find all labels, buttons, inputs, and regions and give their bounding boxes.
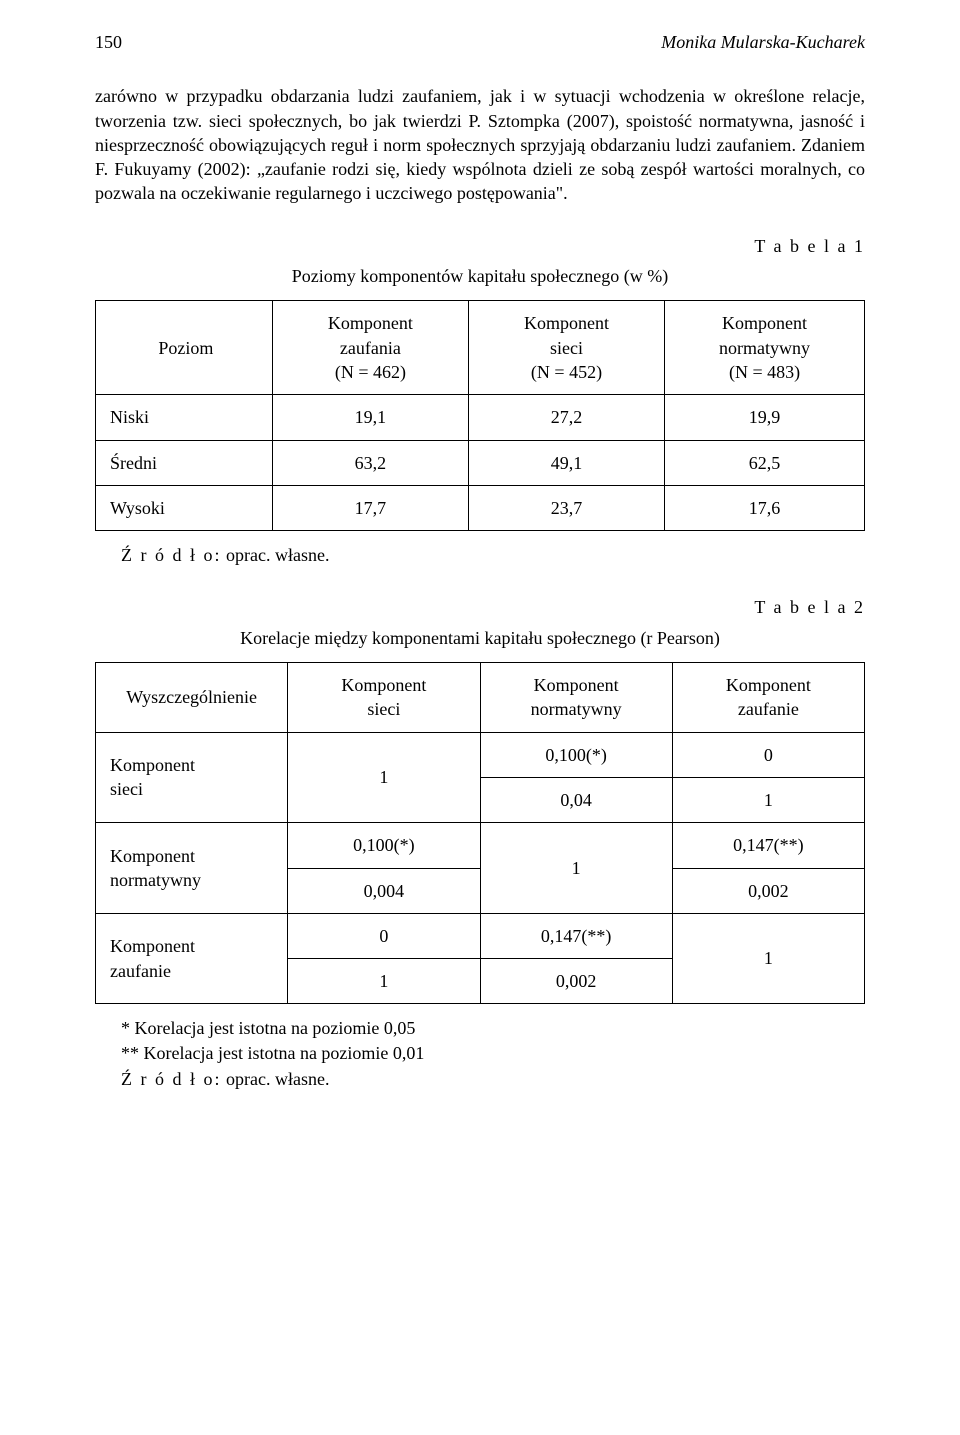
t2-source-spaced: Ź r ó d ł o: [121,1069,222,1089]
t2-r1-label-l1: Komponent [110,755,195,775]
t1-h-col2-l3: (N = 452) [531,362,602,382]
running-head: 150 Monika Mularska-Kucharek [95,30,865,54]
table1-header-row: Poziom Komponent zaufania (N = 462) Komp… [96,301,865,395]
table1-source: Ź r ó d ł o: oprac. własne. [121,543,865,567]
table-row: Komponent zaufanie 0 0,147(**) 1 [96,913,865,958]
t1-h-col2-l1: Komponent [524,313,609,333]
t2-r2-c3-top: 0,147(**) [672,823,864,868]
table-row: Średni 63,2 49,1 62,5 [96,440,865,485]
table1-label: T a b e l a 1 [95,234,865,258]
table-row: Wysoki 17,7 23,7 17,6 [96,485,865,530]
t1-r1-c2: 49,1 [468,440,664,485]
t1-r1-c3: 62,5 [665,440,865,485]
t2-r1-label: Komponent sieci [96,732,288,823]
t1-r0-c1: 19,1 [272,395,468,440]
t2-r3-label: Komponent zaufanie [96,913,288,1004]
t1-r2-c2: 23,7 [468,485,664,530]
t2-h-col1-l2: sieci [367,699,400,719]
t1-h-col0: Poziom [96,301,273,395]
t2-h-col2: Komponent normatywny [480,663,672,733]
t1-h-col3-l1: Komponent [722,313,807,333]
t1-source-spaced: Ź r ó d ł o: [121,545,222,565]
table2-source: Ź r ó d ł o: oprac. własne. [121,1067,865,1091]
t2-r3-label-l2: zaufanie [110,961,171,981]
table2-label: T a b e l a 2 [95,595,865,619]
t1-h-col3-l2: normatywny [719,338,810,358]
table1-title: Poziomy komponentów kapitału społecznego… [95,264,865,288]
t1-r1-c1: 63,2 [272,440,468,485]
t2-r3-c1-bot: 1 [288,959,480,1004]
t2-r1-c1: 1 [288,732,480,823]
t2-r3-c3: 1 [672,913,864,1004]
t1-r2-c1: 17,7 [272,485,468,530]
footnote-2: ** Korelacja jest istotna na poziomie 0,… [121,1041,865,1065]
t1-h-col1-l2: zaufania [340,338,401,358]
t1-h-col2-l2: sieci [550,338,583,358]
table-row: Niski 19,1 27,2 19,9 [96,395,865,440]
t2-h-col3: Komponent zaufanie [672,663,864,733]
t2-r1-c2-top: 0,100(*) [480,732,672,777]
footnote-1: * Korelacja jest istotna na poziomie 0,0… [121,1016,865,1040]
table2-header-row: Wyszczególnienie Komponent sieci Kompone… [96,663,865,733]
t2-r2-c1-bot: 0,004 [288,868,480,913]
body-paragraph: zarówno w przypadku obdarzania ludzi zau… [95,84,865,205]
t2-r2-label-l1: Komponent [110,846,195,866]
t2-h-col2-l1: Komponent [534,675,619,695]
t2-r2-c3-bot: 0,002 [672,868,864,913]
t1-h-col3: Komponent normatywny (N = 483) [665,301,865,395]
t1-r2-label: Wysoki [96,485,273,530]
t1-h-col1-l3: (N = 462) [335,362,406,382]
t1-r2-c3: 17,6 [665,485,865,530]
t2-r2-c2: 1 [480,823,672,914]
t1-h-col1: Komponent zaufania (N = 462) [272,301,468,395]
t1-r1-label: Średni [96,440,273,485]
t2-r3-c2-bot: 0,002 [480,959,672,1004]
t2-r2-label: Komponent normatywny [96,823,288,914]
t2-r1-c2-bot: 0,04 [480,777,672,822]
t2-r3-label-l1: Komponent [110,936,195,956]
page: 150 Monika Mularska-Kucharek zarówno w p… [0,0,960,1435]
t2-h-col0: Wyszczególnienie [96,663,288,733]
t2-r2-label-l2: normatywny [110,870,201,890]
table2: Wyszczególnienie Komponent sieci Kompone… [95,662,865,1004]
t2-r1-c3-bot: 1 [672,777,864,822]
t1-r0-c3: 19,9 [665,395,865,440]
page-number: 150 [95,30,122,54]
t1-r0-label: Niski [96,395,273,440]
table2-footnotes: * Korelacja jest istotna na poziomie 0,0… [121,1016,865,1065]
t1-h-col2: Komponent sieci (N = 452) [468,301,664,395]
t2-r3-c2-top: 0,147(**) [480,913,672,958]
table1: Poziom Komponent zaufania (N = 462) Komp… [95,300,865,531]
t2-h-col3-l2: zaufanie [738,699,799,719]
t2-r1-c3-top: 0 [672,732,864,777]
t2-r2-c1-top: 0,100(*) [288,823,480,868]
t1-h-col3-l3: (N = 483) [729,362,800,382]
t1-h-col1-l1: Komponent [328,313,413,333]
t1-r0-c2: 27,2 [468,395,664,440]
t2-h-col3-l1: Komponent [726,675,811,695]
t1-source-rest: oprac. własne. [222,545,330,565]
t2-source-rest: oprac. własne. [222,1069,330,1089]
table-row: Komponent sieci 1 0,100(*) 0 [96,732,865,777]
t2-r3-c1-top: 0 [288,913,480,958]
running-title: Monika Mularska-Kucharek [661,30,865,54]
t2-h-col1: Komponent sieci [288,663,480,733]
t2-h-col1-l1: Komponent [341,675,426,695]
t2-r1-label-l2: sieci [110,779,143,799]
table2-title: Korelacje między komponentami kapitału s… [95,626,865,650]
table-row: Komponent normatywny 0,100(*) 1 0,147(**… [96,823,865,868]
t2-h-col2-l2: normatywny [531,699,622,719]
